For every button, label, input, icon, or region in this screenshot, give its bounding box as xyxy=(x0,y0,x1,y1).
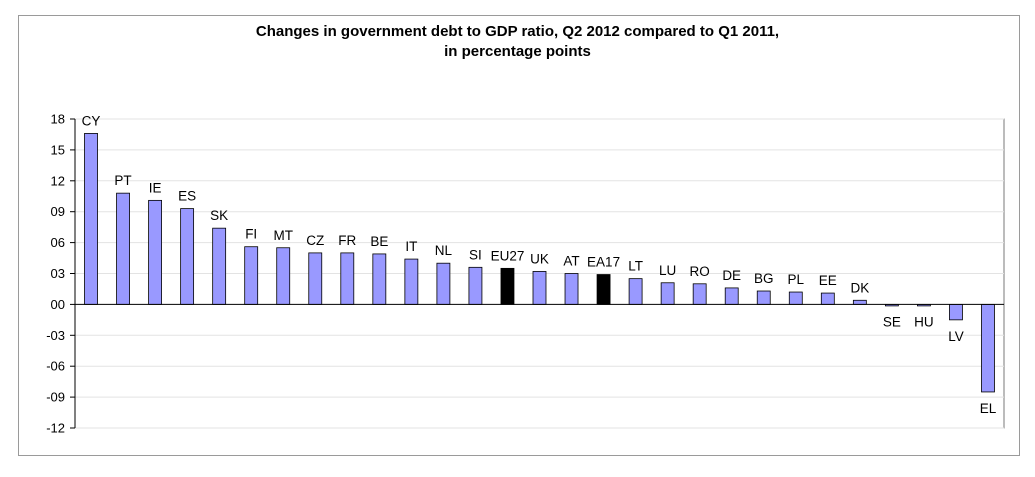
bar-el xyxy=(981,303,995,393)
category-label-nl: NL xyxy=(435,243,453,258)
y-tick-label: -09 xyxy=(46,390,65,405)
gridlines xyxy=(74,118,1005,429)
bar-cy xyxy=(84,133,98,305)
axes xyxy=(70,118,1004,429)
y-tick-label: -06 xyxy=(46,359,65,374)
category-label-bg: BG xyxy=(754,271,774,286)
category-label-ee: EE xyxy=(819,273,837,288)
category-label-fr: FR xyxy=(338,233,356,248)
category-labels: CY PT IE ES SK FI MT CZ FR BE IT NL SI EU27 UK AT EA17 LT… xyxy=(82,113,997,416)
category-label-hu: HU xyxy=(914,314,934,329)
category-label-ie: IE xyxy=(149,180,162,195)
chart-frame xyxy=(18,15,1020,456)
y-tick-label: 18 xyxy=(51,112,65,127)
bar-lt xyxy=(628,278,643,305)
category-label-it: IT xyxy=(405,239,417,254)
y-tick-label: 03 xyxy=(51,266,65,281)
bar-de xyxy=(724,287,739,305)
bar-uk xyxy=(532,271,547,305)
chart-subtitle: in percentage points xyxy=(444,43,591,60)
category-label-ro: RO xyxy=(690,264,710,279)
y-tick-label: -03 xyxy=(46,328,65,343)
category-label-eu27: EU27 xyxy=(491,248,525,263)
category-label-uk: UK xyxy=(530,251,549,266)
bar-ie xyxy=(148,199,162,305)
bar-ro xyxy=(692,283,707,305)
category-label-lv: LV xyxy=(948,329,964,344)
category-label-at: AT xyxy=(563,254,579,269)
bar-at xyxy=(564,273,579,305)
category-label-si: SI xyxy=(469,247,482,262)
bar-bg xyxy=(756,290,771,305)
y-tick-label: 00 xyxy=(51,297,65,312)
bar-pt xyxy=(116,192,130,305)
chart-title-line1: Changes in government debt to GDP ratio,… xyxy=(255,23,780,40)
category-label-be: BE xyxy=(370,234,388,249)
bars xyxy=(84,133,995,393)
category-label-es: ES xyxy=(178,189,196,204)
bar-nl xyxy=(436,262,451,305)
bar-fr xyxy=(340,252,355,305)
bar-lv xyxy=(949,303,963,321)
bar-mt xyxy=(276,247,291,305)
y-tick-label: 12 xyxy=(51,173,65,188)
bar-sk xyxy=(212,227,227,305)
category-label-pt: PT xyxy=(114,173,131,188)
chart-title: Changes in government debt to GDP ratio,… xyxy=(0,22,1035,62)
y-tick-label: 06 xyxy=(51,235,65,250)
bar-dk xyxy=(852,299,867,305)
bar-lu xyxy=(660,282,675,305)
category-label-el: EL xyxy=(980,401,997,416)
bar-it xyxy=(404,258,419,305)
category-label-se: SE xyxy=(883,314,901,329)
category-label-pl: PL xyxy=(788,272,805,287)
category-label-cy: CY xyxy=(82,113,101,128)
bar-be xyxy=(372,253,387,305)
category-label-lu: LU xyxy=(659,263,676,278)
category-label-de: DE xyxy=(722,268,741,283)
bar-es xyxy=(180,208,195,305)
bar-ea17 xyxy=(596,274,611,305)
category-label-mt: MT xyxy=(273,228,293,243)
y-tick-labels: 18 15 12 09 06 03 00 -03 -06 -09 -12 xyxy=(46,112,65,436)
category-label-sk: SK xyxy=(210,208,228,223)
category-label-dk: DK xyxy=(850,280,869,295)
bar-eu27 xyxy=(500,267,515,305)
y-tick-label: -12 xyxy=(46,421,65,436)
y-tick-label: 09 xyxy=(51,204,65,219)
y-tick-label: 15 xyxy=(51,142,65,157)
category-label-ea17: EA17 xyxy=(587,255,620,270)
bar-fi xyxy=(244,246,259,305)
category-label-fi: FI xyxy=(245,227,257,242)
category-label-cz: CZ xyxy=(306,233,324,248)
bar-pl xyxy=(788,291,803,305)
bar-cz xyxy=(308,252,323,305)
category-label-lt: LT xyxy=(628,259,643,274)
bar-si xyxy=(468,266,483,305)
bar-ee xyxy=(820,292,835,305)
